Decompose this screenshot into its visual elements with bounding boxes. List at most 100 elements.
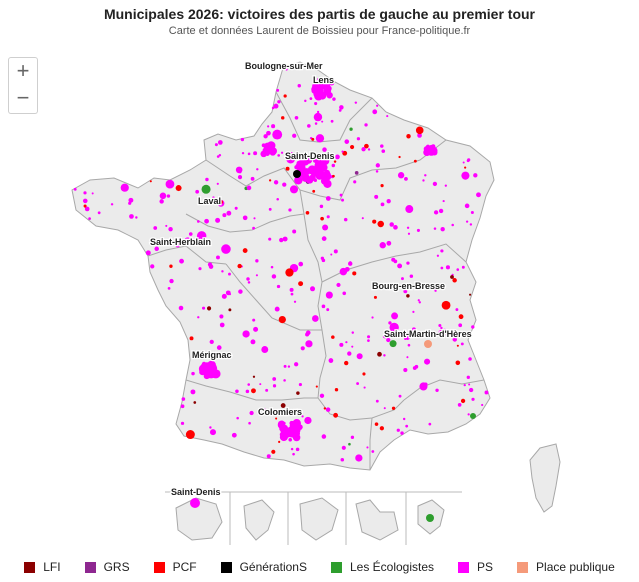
result-dot[interactable] <box>287 365 291 368</box>
result-dot[interactable] <box>300 346 305 351</box>
result-dot[interactable] <box>272 129 283 140</box>
result-dot[interactable] <box>409 274 414 278</box>
result-dot[interactable] <box>372 219 377 224</box>
result-dot[interactable] <box>377 351 382 357</box>
result-dot[interactable] <box>293 300 297 303</box>
result-dot[interactable] <box>196 231 207 241</box>
result-dot[interactable] <box>282 236 288 242</box>
result-dot[interactable] <box>367 335 371 339</box>
result-dot[interactable] <box>321 120 324 123</box>
result-dot[interactable] <box>216 345 222 350</box>
result-dot[interactable] <box>411 327 416 332</box>
result-dot[interactable] <box>466 375 470 379</box>
result-dot[interactable] <box>212 196 215 199</box>
result-dot[interactable] <box>320 216 324 221</box>
result-dot[interactable] <box>221 293 227 299</box>
result-dot[interactable] <box>322 224 329 231</box>
result-dot[interactable] <box>418 301 421 304</box>
result-dot[interactable] <box>469 293 472 296</box>
result-dot[interactable] <box>261 346 269 354</box>
legend-item-ps[interactable]: PS <box>458 560 493 574</box>
result-dot[interactable] <box>292 452 295 456</box>
result-dot[interactable] <box>246 277 250 281</box>
result-dot[interactable] <box>253 151 258 156</box>
result-dot[interactable] <box>445 265 450 270</box>
result-dot[interactable] <box>326 85 332 92</box>
result-dot[interactable] <box>333 249 338 254</box>
result-dot[interactable] <box>159 192 167 200</box>
result-dot[interactable] <box>271 449 276 454</box>
result-dot[interactable] <box>382 334 388 339</box>
result-dot[interactable] <box>323 169 330 176</box>
result-dot[interactable] <box>276 198 279 201</box>
result-dot[interactable] <box>205 177 209 182</box>
result-dot[interactable] <box>393 259 398 264</box>
result-dot[interactable] <box>393 225 398 230</box>
result-dot[interactable] <box>135 216 138 219</box>
result-dot[interactable] <box>336 282 341 288</box>
result-dot[interactable] <box>470 210 474 214</box>
result-dot[interactable] <box>178 305 184 311</box>
result-dot[interactable] <box>275 417 278 420</box>
result-dot[interactable] <box>325 291 333 299</box>
result-dot[interactable] <box>402 417 406 421</box>
result-dot[interactable] <box>356 353 363 360</box>
result-dot[interactable] <box>97 211 101 215</box>
result-dot[interactable] <box>175 185 182 192</box>
result-dot[interactable] <box>167 287 171 290</box>
result-dot[interactable] <box>153 226 158 230</box>
result-dot[interactable] <box>272 384 277 388</box>
result-dot[interactable] <box>277 154 281 157</box>
result-dot[interactable] <box>325 407 331 412</box>
result-dot[interactable] <box>277 100 281 104</box>
result-dot[interactable] <box>321 156 330 165</box>
result-dot[interactable] <box>286 426 296 435</box>
result-dot[interactable] <box>325 196 331 201</box>
result-dot[interactable] <box>263 134 268 139</box>
result-dot[interactable] <box>361 217 364 220</box>
result-dot[interactable] <box>276 88 280 92</box>
result-dot[interactable] <box>435 388 439 392</box>
result-dot[interactable] <box>202 306 206 310</box>
result-dot[interactable] <box>432 181 438 187</box>
result-dot[interactable] <box>193 401 197 404</box>
result-dot[interactable] <box>250 176 255 181</box>
result-dot[interactable] <box>315 134 325 143</box>
result-dot[interactable] <box>282 182 287 187</box>
result-dot[interactable] <box>380 144 384 148</box>
result-dot[interactable] <box>330 253 333 256</box>
result-dot[interactable] <box>342 291 347 296</box>
result-dot[interactable] <box>403 289 408 294</box>
result-dot[interactable] <box>405 205 414 213</box>
result-dot[interactable] <box>307 124 311 128</box>
result-dot[interactable] <box>209 339 214 345</box>
result-dot[interactable] <box>339 342 344 347</box>
result-dot[interactable] <box>341 198 345 202</box>
result-dot[interactable] <box>433 210 439 215</box>
legend-item-lfi[interactable]: LFI <box>24 560 61 574</box>
result-dot[interactable] <box>272 377 277 381</box>
result-dot[interactable] <box>306 176 314 184</box>
result-dot[interactable] <box>340 458 345 462</box>
result-dot[interactable] <box>273 103 279 109</box>
result-dot[interactable] <box>219 314 224 319</box>
result-dot[interactable] <box>440 227 445 232</box>
result-dot[interactable] <box>197 316 200 319</box>
result-dot[interactable] <box>470 413 476 419</box>
result-dot[interactable] <box>221 270 224 273</box>
result-dot[interactable] <box>257 412 261 416</box>
result-dot[interactable] <box>292 133 297 138</box>
result-dot[interactable] <box>274 306 280 312</box>
result-dot[interactable] <box>367 339 370 342</box>
result-dot[interactable] <box>428 422 432 426</box>
result-dot[interactable] <box>321 236 327 241</box>
result-dot[interactable] <box>314 157 323 166</box>
result-dot[interactable] <box>245 389 250 394</box>
result-dot[interactable] <box>379 241 386 249</box>
result-dot[interactable] <box>344 360 349 366</box>
result-dot[interactable] <box>295 447 300 452</box>
result-dot[interactable] <box>190 498 200 508</box>
result-dot[interactable] <box>237 263 242 269</box>
result-dot[interactable] <box>175 242 181 248</box>
result-dot[interactable] <box>313 112 323 122</box>
